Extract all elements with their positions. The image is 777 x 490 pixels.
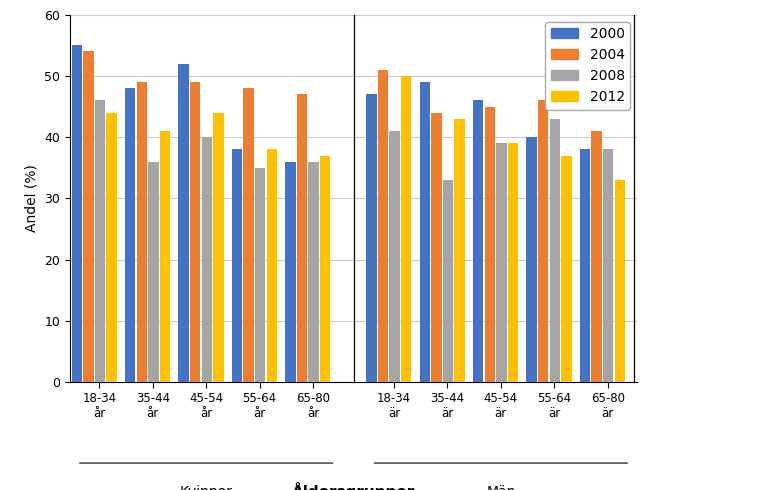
Bar — [95, 100, 105, 382]
Bar — [320, 156, 330, 382]
Bar — [255, 168, 266, 382]
Bar — [366, 94, 377, 382]
Bar — [160, 131, 170, 382]
Bar — [431, 113, 441, 382]
Bar — [106, 113, 117, 382]
Bar — [591, 131, 602, 382]
Text: Män: Män — [486, 485, 515, 490]
Bar — [507, 144, 518, 382]
Bar — [389, 131, 400, 382]
Legend: 2000, 2004, 2008, 2012: 2000, 2004, 2008, 2012 — [545, 22, 630, 110]
Bar — [603, 149, 614, 382]
Bar — [148, 162, 159, 382]
Bar — [538, 100, 549, 382]
Bar — [580, 149, 591, 382]
Bar — [561, 156, 572, 382]
Bar — [378, 70, 388, 382]
Bar — [213, 113, 224, 382]
Bar — [285, 162, 296, 382]
Bar — [83, 51, 93, 382]
Bar — [473, 100, 483, 382]
Bar — [420, 82, 430, 382]
Y-axis label: Andel (%): Andel (%) — [25, 165, 39, 232]
Bar — [401, 76, 411, 382]
Bar — [137, 82, 147, 382]
Bar — [615, 180, 625, 382]
Bar — [443, 180, 453, 382]
Bar — [71, 46, 82, 382]
Bar — [267, 149, 277, 382]
Bar — [125, 88, 135, 382]
Bar — [485, 106, 495, 382]
Bar — [201, 137, 212, 382]
Bar — [297, 94, 307, 382]
Bar — [549, 119, 560, 382]
Bar — [527, 137, 537, 382]
Bar — [243, 88, 254, 382]
Bar — [190, 82, 200, 382]
Bar — [179, 64, 189, 382]
Bar — [232, 149, 242, 382]
Text: Kvinnor: Kvinnor — [179, 485, 232, 490]
Bar — [497, 144, 507, 382]
Bar — [455, 119, 465, 382]
X-axis label: Åldersgrupper: Åldersgrupper — [292, 483, 415, 490]
Bar — [308, 162, 319, 382]
